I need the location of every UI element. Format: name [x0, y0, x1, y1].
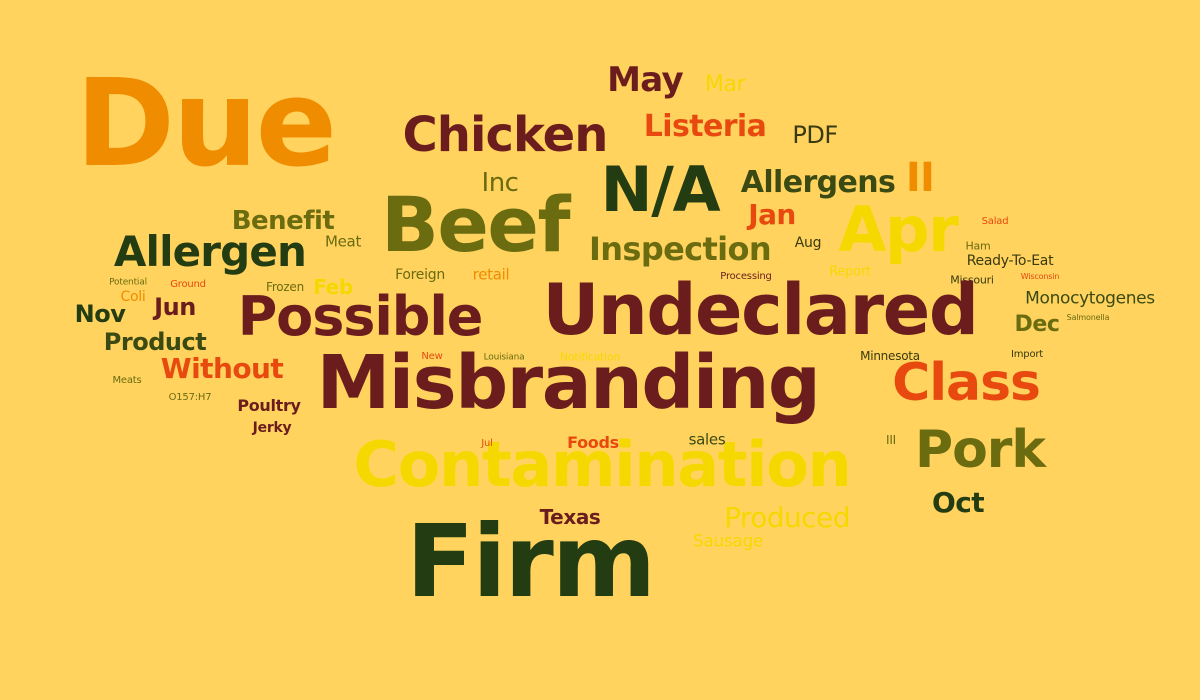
word-dec: Dec	[1014, 312, 1060, 337]
word-poultry: Poultry	[237, 396, 301, 415]
word-benefit: Benefit	[231, 206, 335, 236]
word-apr: Apr	[838, 193, 958, 266]
word-jun: Jun	[154, 293, 196, 321]
word-beef: Beef	[380, 180, 571, 269]
word-undeclared: Undeclared	[542, 269, 978, 351]
word-mar: Mar	[704, 72, 746, 97]
word-meats: Meats	[112, 375, 142, 386]
word-feb: Feb	[313, 275, 353, 299]
word-new: New	[421, 351, 443, 362]
word-produced: Produced	[724, 501, 850, 534]
word-chicken: Chicken	[402, 107, 609, 163]
word-minnesota: Minnesota	[860, 349, 920, 363]
word-processing: Processing	[720, 271, 772, 282]
word-import: Import	[1011, 349, 1043, 360]
word-allergens: Allergens	[740, 165, 896, 200]
word-inc: Inc	[481, 168, 519, 198]
word-ham: Ham	[965, 239, 991, 253]
word-sales: sales	[688, 430, 726, 449]
word-class: Class	[892, 353, 1041, 413]
word-louisiana: Louisiana	[483, 352, 525, 363]
word-allergen: Allergen	[113, 227, 307, 276]
word-inspection: Inspection	[589, 230, 772, 268]
word-potential: Potential	[109, 277, 147, 288]
word-ready-to-eat: Ready-To-Eat	[966, 253, 1054, 269]
word-firm: Firm	[405, 503, 656, 620]
word-nov: Nov	[74, 300, 126, 328]
word-sausage: Sausage	[692, 531, 764, 552]
word-oct: Oct	[931, 486, 985, 519]
word-meat: Meat	[324, 232, 362, 251]
word-salmonella: Salmonella	[1066, 313, 1110, 322]
word-wisconsin: Wisconsin	[1020, 272, 1060, 281]
word-jan: Jan	[748, 198, 796, 231]
word-retail: retail	[472, 265, 510, 284]
word-foods: Foods	[567, 433, 619, 452]
word-monocytogenes: Monocytogenes	[1025, 288, 1155, 309]
word-iii: III	[886, 433, 896, 447]
word-possible: Possible	[237, 285, 484, 348]
word-ii: II	[905, 155, 935, 201]
word-due: Due	[75, 55, 337, 194]
word-foreign: Foreign	[395, 267, 445, 283]
word-texas: Texas	[539, 505, 601, 529]
word-ground: Ground	[170, 279, 206, 290]
word-without: Without	[160, 352, 284, 385]
word-product: Product	[103, 328, 207, 356]
word-contamination: Contamination	[353, 428, 851, 501]
word-frozen: Frozen	[266, 280, 304, 294]
word-report: Report	[829, 264, 871, 280]
word-jerky: Jerky	[252, 420, 292, 436]
word-may: May	[607, 60, 684, 100]
word-misbranding: Misbranding	[316, 340, 821, 426]
word-coli: Coli	[120, 289, 146, 305]
word-na: N/A	[600, 153, 721, 226]
word-o157h7: O157:H7	[168, 392, 212, 403]
word-salad: Salad	[981, 216, 1009, 227]
word-missouri: Missouri	[950, 273, 994, 287]
word-notification: Notification	[559, 350, 621, 364]
word-listeria: Listeria	[643, 109, 767, 144]
word-aug: Aug	[794, 235, 822, 251]
word-pdf: PDF	[792, 121, 838, 149]
word-jul: Jul	[481, 438, 493, 449]
word-pork: Pork	[915, 420, 1046, 480]
